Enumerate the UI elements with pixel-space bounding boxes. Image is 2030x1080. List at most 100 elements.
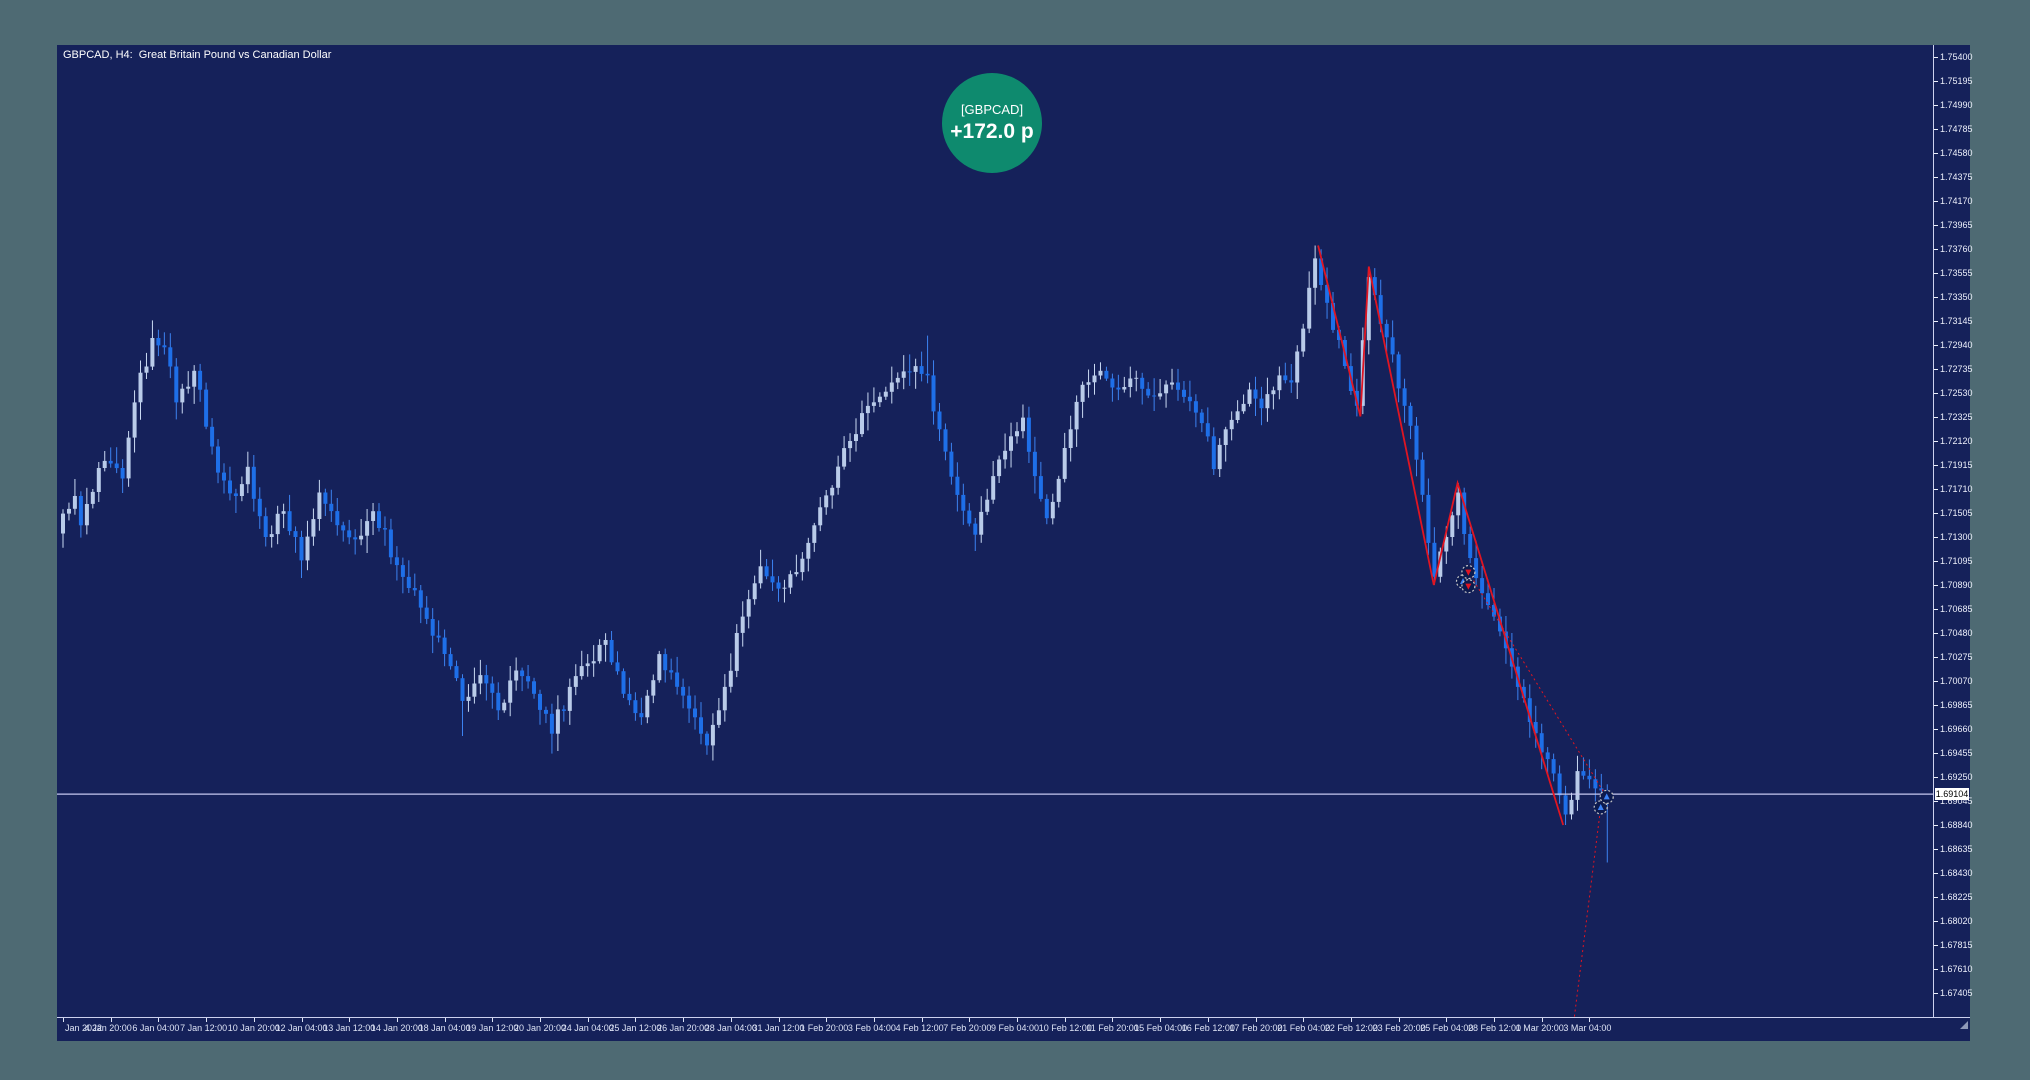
price-label: 1.70070 bbox=[1940, 676, 1973, 686]
chart-title: GBPCAD, H4: Great Britain Pound vs Canad… bbox=[63, 49, 332, 61]
price-label: 1.72325 bbox=[1940, 412, 1973, 422]
time-label: 10 Feb 12:00 bbox=[1038, 1023, 1092, 1033]
current-price-tag: 1.69104 bbox=[1935, 788, 1969, 801]
price-tick bbox=[1934, 729, 1938, 730]
axis-corner-grip-icon bbox=[1960, 1021, 1968, 1029]
sell-arrow-icon bbox=[1465, 569, 1472, 576]
time-label: 7 Feb 20:00 bbox=[943, 1023, 992, 1033]
trade-marker-buy[interactable] bbox=[1599, 789, 1614, 805]
price-tick bbox=[1934, 633, 1938, 634]
time-label: 24 Jan 04:00 bbox=[561, 1023, 614, 1033]
plot-area[interactable]: GBPCAD, H4: Great Britain Pound vs Canad… bbox=[57, 45, 1934, 1017]
time-tick bbox=[253, 1018, 255, 1022]
zigzag-indicator-line bbox=[1317, 245, 1565, 826]
price-tick bbox=[1934, 417, 1938, 418]
price-tick bbox=[1934, 321, 1938, 322]
price-tick bbox=[1934, 129, 1938, 130]
price-label: 1.74990 bbox=[1940, 100, 1973, 110]
price-label: 1.74170 bbox=[1940, 196, 1973, 206]
time-label: 4 Feb 12:00 bbox=[895, 1023, 944, 1033]
price-label: 1.71915 bbox=[1940, 460, 1973, 470]
price-tick bbox=[1934, 441, 1938, 442]
chart-window: GBPCAD, H4: Great Britain Pound vs Canad… bbox=[57, 45, 1973, 1042]
price-label: 1.71710 bbox=[1940, 484, 1973, 494]
time-label: 1 Feb 20:00 bbox=[800, 1023, 849, 1033]
time-tick bbox=[301, 1018, 303, 1022]
price-tick bbox=[1934, 873, 1938, 874]
time-tick bbox=[396, 1018, 398, 1022]
price-tick bbox=[1934, 969, 1938, 970]
time-tick bbox=[540, 1018, 541, 1022]
time-tick bbox=[492, 1018, 494, 1022]
price-tick bbox=[1934, 825, 1938, 826]
time-axis[interactable]: Jan 2022 4 Jan 20:00 6 Jan 04:00 7 Jan 12:0… bbox=[57, 1017, 1970, 1042]
price-label: 1.69045 bbox=[1940, 796, 1973, 806]
trade-connection-line bbox=[1467, 571, 1608, 798]
price-label: 1.69250 bbox=[1940, 772, 1973, 782]
time-label: 4 Jan 20:00 bbox=[84, 1023, 132, 1033]
time-label: 31 Jan 12:00 bbox=[752, 1023, 805, 1033]
price-label: 1.69865 bbox=[1940, 700, 1973, 710]
time-label: 10 Jan 20:00 bbox=[227, 1023, 280, 1033]
price-label: 1.70890 bbox=[1940, 580, 1973, 590]
time-label: 12 Jan 04:00 bbox=[275, 1023, 328, 1033]
time-tick bbox=[1494, 1018, 1495, 1022]
price-label: 1.70480 bbox=[1940, 628, 1973, 638]
price-tick bbox=[1934, 921, 1938, 922]
time-tick bbox=[730, 1018, 732, 1022]
price-label: 1.68430 bbox=[1940, 868, 1973, 878]
time-tick bbox=[921, 1018, 923, 1022]
time-tick bbox=[1064, 1018, 1066, 1022]
time-label: 17 Feb 20:00 bbox=[1229, 1023, 1283, 1033]
price-tick bbox=[1934, 705, 1938, 706]
time-label: 19 Jan 12:00 bbox=[466, 1023, 519, 1033]
price-tick bbox=[1934, 249, 1938, 250]
price-tick bbox=[1934, 993, 1938, 994]
price-label: 1.74785 bbox=[1940, 124, 1973, 134]
time-label: 18 Jan 04:00 bbox=[418, 1023, 471, 1033]
price-tick bbox=[1934, 609, 1938, 610]
price-label: 1.72530 bbox=[1940, 388, 1973, 398]
time-tick bbox=[778, 1018, 780, 1022]
price-label: 1.67610 bbox=[1940, 964, 1973, 974]
trade-connection-line bbox=[1573, 807, 1602, 1017]
price-tick bbox=[1934, 801, 1938, 802]
price-axis[interactable]: 1.75400 1.75195 1.74990 1.74785 1.74580 1.743… bbox=[1934, 45, 1973, 1017]
price-label: 1.68635 bbox=[1940, 844, 1973, 854]
trade-marker-buy[interactable] bbox=[1593, 800, 1608, 815]
price-tick bbox=[1934, 369, 1938, 370]
pips-badge-value: +172.0 p bbox=[950, 120, 1034, 143]
price-label: 1.73145 bbox=[1940, 316, 1973, 326]
time-label: 3 Feb 04:00 bbox=[847, 1023, 896, 1033]
price-label: 1.73555 bbox=[1940, 268, 1973, 278]
price-label: 1.74375 bbox=[1940, 172, 1973, 182]
time-tick bbox=[1112, 1018, 1114, 1022]
candles-layer bbox=[61, 245, 1610, 863]
time-tick bbox=[1207, 1018, 1209, 1022]
time-label: 23 Feb 20:00 bbox=[1372, 1023, 1426, 1033]
price-label: 1.70685 bbox=[1940, 604, 1973, 614]
price-label: 1.72735 bbox=[1940, 364, 1973, 374]
trade-marker-sell[interactable] bbox=[1461, 579, 1476, 594]
price-tick bbox=[1934, 153, 1938, 154]
price-tick bbox=[1934, 585, 1938, 586]
time-label: 9 Feb 04:00 bbox=[991, 1023, 1040, 1033]
time-label: 7 Jan 12:00 bbox=[180, 1023, 228, 1033]
price-label: 1.72940 bbox=[1940, 340, 1973, 350]
buy-arrow-icon bbox=[1597, 803, 1604, 810]
time-tick bbox=[1589, 1018, 1591, 1022]
time-label: 3 Mar 04:00 bbox=[1563, 1023, 1612, 1033]
price-label: 1.68020 bbox=[1940, 916, 1973, 926]
sell-arrow-icon bbox=[1465, 583, 1472, 590]
time-label: 25 Jan 12:00 bbox=[609, 1023, 662, 1033]
time-tick bbox=[587, 1018, 589, 1022]
price-label: 1.70275 bbox=[1940, 652, 1973, 662]
time-tick bbox=[63, 1018, 64, 1022]
time-tick bbox=[1398, 1018, 1400, 1022]
trade-marker-sell[interactable] bbox=[1461, 564, 1476, 580]
price-tick bbox=[1934, 489, 1938, 490]
price-tick bbox=[1934, 681, 1938, 682]
time-tick bbox=[1446, 1018, 1448, 1022]
time-label: Jan 2022 bbox=[65, 1023, 103, 1033]
price-label: 1.72120 bbox=[1940, 436, 1973, 446]
